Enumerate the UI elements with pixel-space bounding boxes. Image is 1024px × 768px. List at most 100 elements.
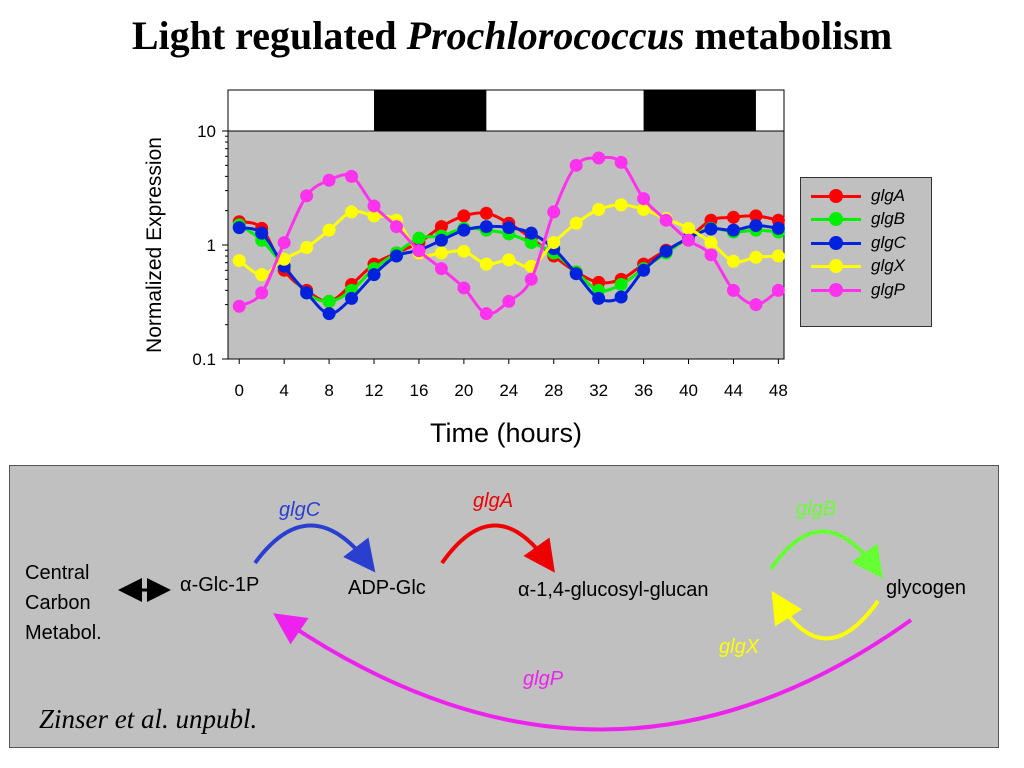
- glucan-node: α-1,4-glucosyl-glucan: [518, 579, 709, 602]
- glycogen-node: glycogen: [886, 577, 967, 599]
- x-tick-label: 20: [454, 381, 473, 400]
- data-point-glgC: [771, 221, 785, 235]
- data-point-glgX: [322, 223, 336, 237]
- legend-label: glgB: [871, 209, 906, 229]
- legend-item-glgX: glgX: [801, 255, 931, 279]
- data-point-glgP: [682, 233, 696, 247]
- dark-period-1: [374, 90, 487, 131]
- data-point-glgP: [726, 283, 740, 297]
- legend-item-glgP: glgP: [801, 278, 931, 302]
- data-point-glgC: [524, 226, 538, 240]
- data-point-glgC: [726, 223, 740, 237]
- data-point-glgX: [749, 250, 763, 264]
- data-point-glgP: [412, 244, 426, 258]
- data-point-glgP: [659, 213, 673, 227]
- data-point-glgC: [389, 249, 403, 263]
- data-point-glgP: [614, 155, 628, 169]
- data-point-glgC: [300, 286, 314, 300]
- legend-label: glgC: [871, 232, 906, 252]
- y-axis-label: Normalized Expression: [143, 137, 166, 353]
- data-point-glgX: [457, 244, 471, 258]
- title-prefix: Light regulated: [131, 13, 407, 58]
- legend-swatch-dot: [829, 259, 843, 274]
- dark-period-2: [643, 90, 756, 131]
- data-point-glgB: [524, 236, 538, 250]
- glgB-arrow: [769, 529, 884, 579]
- y-tick-label: 10: [197, 122, 216, 141]
- glc-1p-label: -Glc-1P: [191, 574, 260, 596]
- data-point-glgX: [614, 198, 628, 212]
- x-tick-label: 24: [499, 381, 518, 400]
- slide-title: Light regulated Prochlorococcus metaboli…: [0, 12, 1024, 59]
- data-point-glgC: [345, 291, 359, 305]
- data-point-glgB: [412, 231, 426, 245]
- title-organism: Prochlorococcus: [406, 13, 685, 58]
- data-point-glgP: [300, 189, 314, 203]
- data-point-glgA: [434, 220, 448, 234]
- citation: Zinser et al. unpubl.: [39, 704, 258, 734]
- data-point-glgX: [637, 202, 651, 216]
- data-point-glgX: [726, 254, 740, 268]
- data-point-glgA: [749, 209, 763, 223]
- data-point-glgB: [614, 278, 628, 292]
- x-tick-label: 12: [365, 381, 384, 400]
- data-point-glgP: [771, 283, 785, 297]
- x-tick-label: 8: [324, 381, 333, 400]
- data-point-glgX: [592, 202, 606, 216]
- data-point-glgC: [232, 221, 246, 235]
- series-layer: [232, 151, 785, 321]
- data-point-glgA: [479, 206, 493, 220]
- data-point-glgC: [704, 222, 718, 236]
- legend-item-glgC: glgC: [801, 231, 931, 255]
- data-point-glgX: [704, 236, 718, 250]
- light-dark-bar: [227, 89, 785, 132]
- data-point-glgX: [682, 221, 696, 235]
- data-point-glgA: [726, 210, 740, 224]
- data-point-glgP: [367, 199, 381, 213]
- data-point-glgC: [457, 223, 471, 237]
- data-point-glgC: [592, 291, 606, 305]
- data-point-glgP: [457, 281, 471, 295]
- data-point-glgP: [434, 262, 448, 276]
- alpha-symbol: α: [180, 574, 192, 596]
- data-point-glgP: [704, 248, 718, 262]
- data-point-glgP: [255, 286, 269, 300]
- x-tick-label: 40: [679, 381, 698, 400]
- glgA-label: glgA: [473, 490, 514, 512]
- data-point-glgA: [457, 209, 471, 223]
- pathway-arrows: [118, 523, 913, 732]
- legend-item-glgA: glgA: [801, 184, 931, 208]
- data-point-glgX: [502, 253, 516, 267]
- data-point-glgP: [749, 298, 763, 312]
- glgB-label: glgB: [796, 498, 837, 520]
- data-point-glgC: [659, 244, 673, 258]
- data-point-glgX: [479, 257, 493, 271]
- x-axis-label: Time (hours): [429, 418, 583, 448]
- data-point-glgX: [232, 254, 246, 268]
- data-point-glgP: [637, 192, 651, 206]
- data-point-glgP: [592, 151, 606, 165]
- glgP-arrow: [273, 613, 913, 732]
- data-point-glgP: [322, 173, 336, 187]
- legend-swatch: [811, 212, 861, 227]
- data-point-glgC: [255, 226, 269, 240]
- x-tick-label: 48: [769, 381, 788, 400]
- data-point-glgX: [771, 249, 785, 263]
- legend-swatch: [811, 282, 861, 297]
- data-point-glgC: [569, 267, 583, 281]
- glgA-arrow: [440, 523, 555, 573]
- data-point-glgC: [749, 219, 763, 233]
- legend-swatch-dot: [829, 235, 843, 250]
- legend-swatch: [811, 188, 861, 203]
- x-tick-label: 0: [234, 381, 243, 400]
- data-point-glgX: [547, 236, 561, 250]
- legend: glgA glgB glgC glgX glgP: [800, 177, 932, 327]
- glgX-arrow: [771, 590, 880, 641]
- data-point-glgX: [434, 246, 448, 260]
- data-point-glgC: [434, 233, 448, 247]
- legend-item-glgB: glgB: [801, 208, 931, 232]
- data-point-glgC: [479, 220, 493, 234]
- legend-label: glgP: [871, 279, 906, 299]
